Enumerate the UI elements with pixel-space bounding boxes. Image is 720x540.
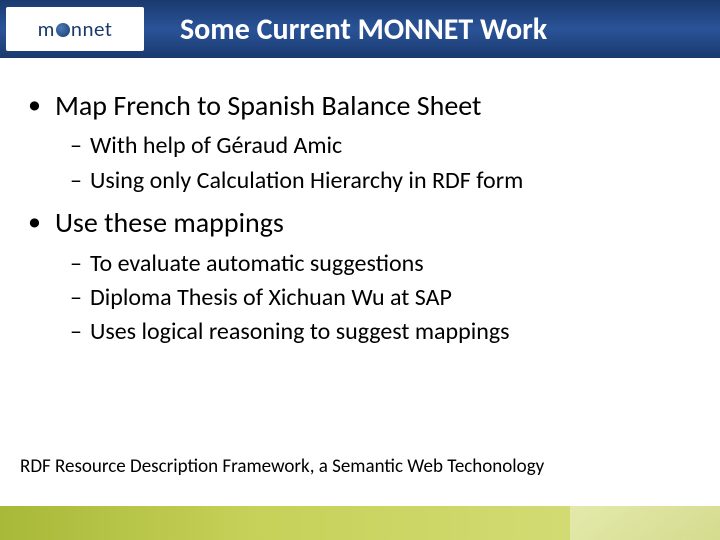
dash-marker-icon: –	[70, 165, 82, 197]
bullet-level2: – With help of Géraud Amic	[70, 130, 692, 162]
bullet-text: Uses logical reasoning to suggest mappin…	[90, 316, 510, 348]
dash-marker-icon: –	[70, 130, 82, 162]
bullet-text: With help of Géraud Amic	[90, 130, 342, 162]
bullet-level1: • Use these mappings	[28, 205, 692, 241]
bullet-marker-icon: •	[28, 88, 41, 122]
content-area: • Map French to Spanish Balance Sheet – …	[0, 58, 720, 349]
dash-marker-icon: –	[70, 282, 82, 314]
slide-title: Some Current MONNET Work	[180, 11, 547, 48]
bullet-level1: • Map French to Spanish Balance Sheet	[28, 88, 692, 124]
logo: m nnet	[38, 16, 113, 42]
bullet-text: Map French to Spanish Balance Sheet	[55, 88, 481, 124]
header-bar: m nnet Some Current MONNET Work	[0, 0, 720, 58]
footer-note: RDF Resource Description Framework, a Se…	[20, 455, 544, 478]
dash-marker-icon: –	[70, 316, 82, 348]
bullet-text: Use these mappings	[55, 205, 284, 241]
logo-suffix: nnet	[71, 16, 112, 42]
bullet-marker-icon: •	[28, 205, 41, 239]
bullet-level2: – Diploma Thesis of Xichuan Wu at SAP	[70, 282, 692, 314]
bullet-level2: – Uses logical reasoning to suggest mapp…	[70, 316, 692, 348]
bullet-text: To evaluate automatic suggestions	[90, 248, 424, 280]
bullet-text: Using only Calculation Hierarchy in RDF …	[90, 165, 523, 197]
logo-prefix: m	[38, 16, 55, 42]
logo-box: m nnet	[6, 7, 144, 51]
logo-dot-icon	[56, 23, 70, 37]
footer-bar	[0, 506, 720, 540]
bullet-text: Diploma Thesis of Xichuan Wu at SAP	[90, 282, 452, 314]
bullet-level2: – Using only Calculation Hierarchy in RD…	[70, 165, 692, 197]
dash-marker-icon: –	[70, 248, 82, 280]
bullet-level2: – To evaluate automatic suggestions	[70, 248, 692, 280]
